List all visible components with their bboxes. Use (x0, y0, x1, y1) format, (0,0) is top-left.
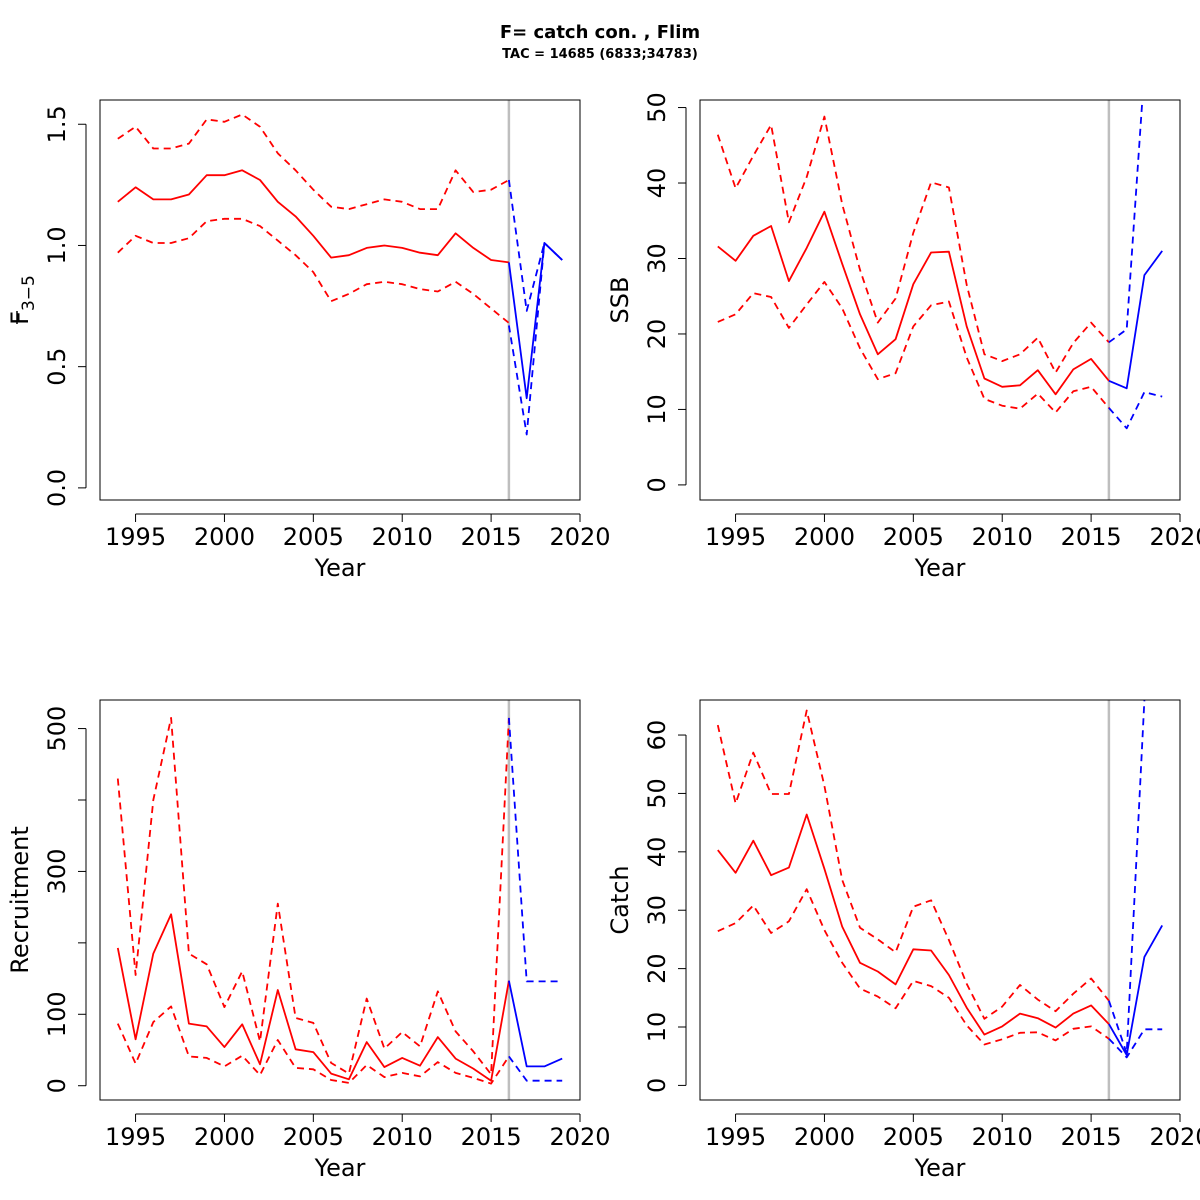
forecast-lower-ci-line (508, 242, 563, 436)
y-tick-label: 1.0 (43, 226, 71, 264)
y-axis-label: Recruitment (6, 826, 34, 973)
x-axis: 1995 2000 2005 2010 2015 2020 Year (705, 513, 1200, 582)
historic-estimate-line (717, 210, 1110, 396)
historic-upper-ci-line (117, 113, 510, 211)
y-tick-label: 30 (643, 243, 671, 274)
plot-frame (699, 99, 1181, 501)
y-tick-label: 300 (43, 849, 71, 895)
plot-frame (99, 99, 581, 501)
x-tick-label: 2000 (794, 523, 855, 551)
y-tick-label: 20 (643, 953, 671, 984)
y-axis-label: F3−5 (6, 275, 39, 325)
y-axis: 0 10 20 30 40 50 60 Catch (606, 720, 687, 1093)
forecast-lower-ci-line (1108, 391, 1163, 430)
x-tick-label: 2020 (1149, 523, 1200, 551)
x-tick-label: 2015 (1061, 1123, 1122, 1151)
x-tick-label: 2015 (1061, 523, 1122, 551)
forecast-median-line (508, 980, 563, 1068)
forecast-median-line (508, 242, 563, 400)
x-tick-label: 2010 (972, 523, 1033, 551)
plot-frame (699, 699, 1181, 1101)
panel-catch: 1995 2000 2005 2010 2015 2020 Year 0 10 20 30 40 50 6… (606, 699, 1200, 1182)
historic-lower-ci-line (117, 217, 510, 324)
x-tick-label: 2010 (972, 1123, 1033, 1151)
y-tick-label: 40 (643, 837, 671, 868)
forecast-median-line (1108, 250, 1163, 390)
x-axis-label: Year (914, 554, 966, 582)
x-tick-label: 2020 (549, 523, 610, 551)
y-tick-label: 100 (43, 991, 71, 1037)
y-tick-label: 0 (43, 1078, 71, 1093)
x-axis-label: Year (314, 1154, 366, 1182)
forecast-upper-ci-line (508, 179, 563, 312)
y-tick-label: 30 (643, 895, 671, 926)
x-tick-label: 2005 (883, 1123, 944, 1151)
x-tick-label: 2015 (461, 1123, 522, 1151)
y-tick-label: 10 (643, 1012, 671, 1043)
x-axis: 1995 2000 2005 2010 2015 2020 Year (705, 1113, 1200, 1182)
y-axis-label: SSB (606, 277, 634, 324)
panel-recruitment: 1995 2000 2005 2010 2015 2020 Year 0 100 300 500 Re… (6, 699, 611, 1182)
x-axis-label: Year (314, 554, 366, 582)
historic-estimate-line (117, 169, 510, 264)
x-tick-label: 2000 (794, 1123, 855, 1151)
x-tick-label: 2000 (194, 523, 255, 551)
x-tick-label: 1995 (705, 1123, 766, 1151)
forecast-lower-ci-line (508, 1055, 563, 1082)
y-axis-label: Catch (606, 865, 634, 934)
x-tick-label: 1995 (705, 523, 766, 551)
x-tick-label: 2015 (461, 523, 522, 551)
historic-upper-ci-line (116, 717, 510, 1076)
y-axis: 0 100 300 500 Recruitment (6, 706, 87, 1093)
y-tick-label: 20 (643, 319, 671, 350)
x-tick-label: 2010 (372, 1123, 433, 1151)
x-tick-label: 2000 (194, 1123, 255, 1151)
y-tick-label: 500 (43, 706, 71, 752)
historic-lower-ci-line (717, 888, 1110, 1046)
y-tick-label: 0 (643, 1078, 671, 1093)
panel-fbar: 1995 2000 2005 2010 2015 2020 Year 0.0 0.5 1.0 1.5… (6, 99, 611, 582)
y-tick-label: 50 (643, 92, 671, 123)
y-tick-label: 10 (643, 394, 671, 425)
figure-subtitle: TAC = 14685 (6833;34783) (502, 47, 698, 62)
historic-upper-ci-line (716, 709, 1110, 1020)
historic-lower-ci-line (717, 280, 1110, 414)
x-tick-label: 2005 (283, 1123, 344, 1151)
x-tick-label: 2020 (1149, 1123, 1200, 1151)
x-tick-label: 2005 (283, 523, 344, 551)
forecast-upper-ci-line (1108, 100, 1144, 344)
plot-frame (99, 699, 581, 1101)
x-tick-label: 2010 (372, 523, 433, 551)
x-tick-label: 1995 (105, 523, 166, 551)
forecast-lower-ci-line (1108, 1028, 1163, 1059)
forecast-median-line (1108, 924, 1163, 1056)
y-tick-label: 0.0 (43, 469, 71, 507)
y-axis: 0.0 0.5 1.0 1.5 F3−5 (6, 105, 87, 507)
x-tick-label: 2005 (883, 523, 944, 551)
figure-title: F= catch con. , Flim (499, 22, 701, 43)
x-tick-label: 1995 (105, 1123, 166, 1151)
y-tick-label: 40 (643, 168, 671, 199)
forecast-upper-ci-line (1108, 700, 1146, 1055)
x-axis: 1995 2000 2005 2010 2015 2020 Year (105, 513, 611, 582)
y-tick-label: 0.5 (43, 348, 71, 386)
y-tick-label: 0 (643, 477, 671, 492)
x-axis: 1995 2000 2005 2010 2015 2020 Year (105, 1113, 611, 1182)
y-tick-label: 1.5 (43, 105, 71, 143)
y-tick-label: 60 (643, 720, 671, 751)
historic-upper-ci-line (716, 115, 1110, 374)
historic-estimate-line (717, 813, 1110, 1036)
x-tick-label: 2020 (549, 1123, 610, 1151)
forecast-upper-ci-line (508, 717, 563, 983)
historic-lower-ci-line (116, 1005, 510, 1085)
panel-ssb: 1995 2000 2005 2010 2015 2020 Year 0 10 20 30 40 50 S… (606, 92, 1200, 582)
y-tick-label: 50 (643, 778, 671, 809)
x-axis-label: Year (914, 1154, 966, 1182)
y-axis: 0 10 20 30 40 50 SSB (606, 92, 687, 493)
historic-estimate-line (116, 913, 510, 1082)
